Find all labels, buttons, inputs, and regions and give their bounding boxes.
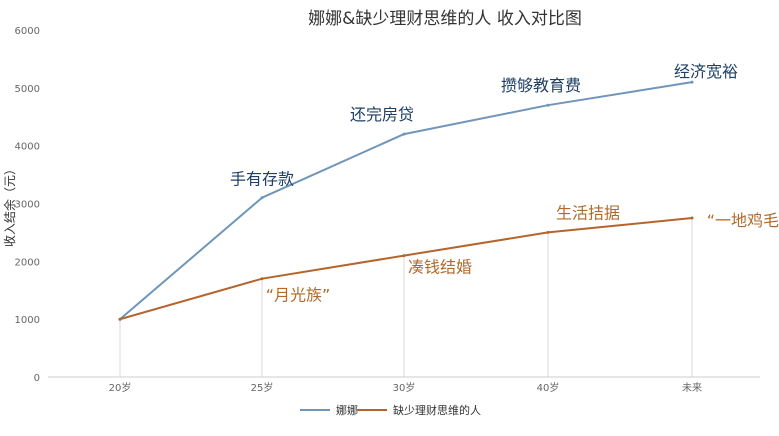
data-point xyxy=(260,277,264,281)
annotation-label: 还完房贷 xyxy=(350,105,414,124)
axis-layer: 0 1000 2000 3000 4000 5000 6000 20岁 25岁 30岁 40岁 未来 xyxy=(15,26,760,394)
y-axis-label: 收入结余（元） xyxy=(2,163,17,247)
data-point xyxy=(260,196,264,200)
grid-layer xyxy=(119,217,693,377)
data-point xyxy=(690,80,694,84)
legend: 娜娜 缺少理财思维的人 xyxy=(300,403,481,417)
y-tick-label: 6000 xyxy=(15,26,40,37)
y-tick-label: 1000 xyxy=(15,315,40,326)
legend-label: 娜娜 xyxy=(336,403,358,417)
series-layer xyxy=(118,80,694,321)
x-tick-label: 未来 xyxy=(682,382,702,394)
annotation-label: 攒够教育费 xyxy=(501,76,581,95)
y-tick-label: 3000 xyxy=(15,200,40,211)
x-tick-label: 30岁 xyxy=(393,381,416,394)
data-point xyxy=(546,230,550,234)
x-tick-label: 40岁 xyxy=(537,381,560,394)
annotation-layer: 手有存款 还完房贷 攒够教育费 经济宽裕 “月光族” 凑钱结婚 生活拮据 “一地鸡毛” xyxy=(230,62,779,305)
y-tick-label: 5000 xyxy=(15,84,40,95)
data-point xyxy=(690,216,694,220)
annotation-label: 经济宽裕 xyxy=(674,62,738,81)
x-tick-label: 20岁 xyxy=(109,381,132,394)
y-tick-label: 2000 xyxy=(15,257,40,268)
x-tick-label: 25岁 xyxy=(251,381,274,394)
y-tick-label: 0 xyxy=(34,373,40,384)
annotation-label: 手有存款 xyxy=(230,170,294,189)
chart-title: 娜娜&缺少理财思维的人 收入对比图 xyxy=(308,9,582,29)
annotation-label: 凑钱结婚 xyxy=(408,258,472,277)
data-point xyxy=(402,132,406,136)
data-point xyxy=(118,317,122,321)
series-line-1 xyxy=(119,217,693,321)
annotation-label: 生活拮据 xyxy=(556,203,620,222)
legend-label: 缺少理财思维的人 xyxy=(393,403,481,417)
y-tick-label: 4000 xyxy=(15,142,40,153)
data-point xyxy=(402,254,406,258)
annotation-label: “月光族” xyxy=(266,286,331,305)
data-point xyxy=(546,103,550,107)
annotation-label: “一地鸡毛” xyxy=(707,211,779,230)
